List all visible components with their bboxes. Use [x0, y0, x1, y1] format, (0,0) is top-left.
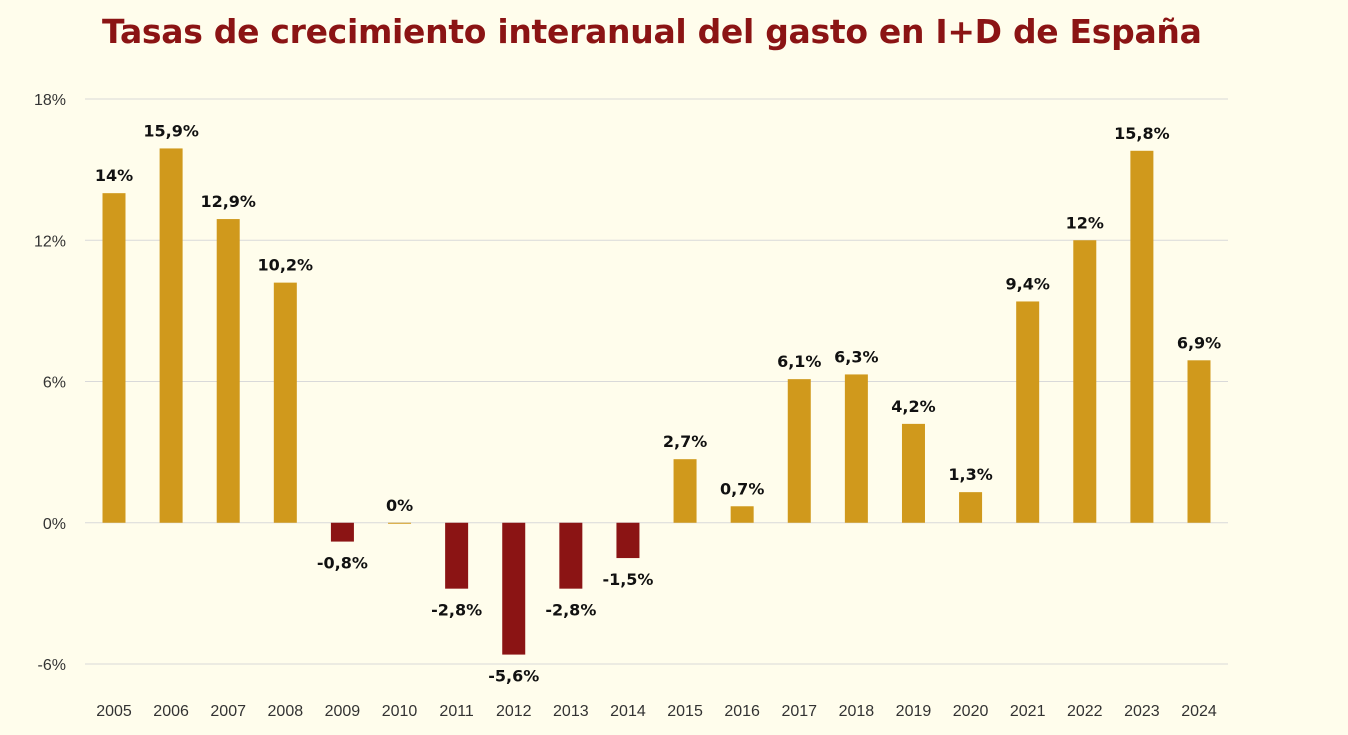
data-label-2024: 6,9% — [1177, 333, 1221, 352]
data-label-2008: 10,2% — [258, 256, 314, 275]
x-tick-label: 2013 — [553, 703, 589, 720]
bar-2016 — [730, 506, 754, 523]
data-label-2022: 12% — [1066, 213, 1104, 232]
data-label-2007: 12,9% — [200, 192, 256, 211]
x-tick-label: 2024 — [1181, 703, 1217, 720]
data-label-2016: 0,7% — [720, 479, 764, 498]
y-tick-label: -6% — [38, 657, 66, 674]
data-label-2018: 6,3% — [834, 347, 878, 366]
data-label-2006: 15,9% — [143, 121, 199, 140]
bar-2017 — [787, 379, 811, 523]
data-labels: 14% 15,9% 12,9% 10,2% -0,8% 0% -2,8% -5,6% -2,8%… — [95, 121, 1221, 685]
data-label-2009: -0,8% — [317, 554, 368, 573]
bar-2018 — [844, 374, 868, 523]
bar-2008 — [273, 282, 297, 523]
data-label-2015: 2,7% — [663, 432, 707, 451]
y-tick-label: 0% — [43, 516, 66, 533]
x-tick-label: 2014 — [610, 703, 646, 720]
y-tick-label: 12% — [34, 233, 66, 250]
bar-2009 — [330, 522, 354, 542]
x-tick-label: 2019 — [896, 703, 932, 720]
bar-2012 — [502, 522, 526, 655]
x-tick-label: 2015 — [667, 703, 703, 720]
y-tick-label: 18% — [34, 92, 66, 109]
chart-title: Tasas de crecimiento interanual del gast… — [102, 12, 1202, 51]
data-label-2011: -2,8% — [431, 601, 482, 620]
x-tick-label: 2016 — [724, 703, 760, 720]
bar-2022 — [1073, 240, 1097, 523]
x-tick-label: 2005 — [96, 703, 132, 720]
x-tick-label: 2021 — [1010, 703, 1046, 720]
data-label-2019: 4,2% — [891, 397, 935, 416]
x-tick-label: 2009 — [325, 703, 361, 720]
bar-2013 — [559, 522, 583, 589]
bar-2023 — [1130, 150, 1154, 523]
data-label-2020: 1,3% — [948, 465, 992, 484]
y-tick-label: 6% — [43, 375, 66, 392]
bar-2011 — [445, 522, 469, 589]
x-axis-ticks: 2005 2006 2007 2008 2009 2010 2011 2012 2013 2014… — [96, 703, 1217, 720]
bar-2010 — [388, 522, 412, 524]
x-tick-label: 2017 — [781, 703, 817, 720]
bar-2015 — [673, 459, 697, 523]
bar-2005 — [102, 193, 126, 523]
bars — [102, 148, 1211, 655]
data-label-2021: 9,4% — [1005, 274, 1049, 293]
x-tick-label: 2022 — [1067, 703, 1103, 720]
data-label-2005: 14% — [95, 166, 133, 185]
x-tick-label: 2007 — [210, 703, 246, 720]
bar-2014 — [616, 522, 640, 559]
y-axis-ticks: -6% 0% 6% 12% 18% — [34, 92, 66, 674]
x-tick-label: 2010 — [382, 703, 418, 720]
data-label-2014: -1,5% — [602, 570, 653, 589]
bar-2019 — [901, 423, 925, 523]
bar-2024 — [1187, 360, 1211, 523]
data-label-2013: -2,8% — [545, 601, 596, 620]
data-label-2012: -5,6% — [488, 667, 539, 686]
data-label-2023: 15,8% — [1114, 124, 1170, 143]
bar-2007 — [216, 219, 240, 523]
gridlines — [85, 98, 1228, 665]
x-tick-label: 2018 — [839, 703, 875, 720]
data-label-2017: 6,1% — [777, 352, 821, 371]
x-tick-label: 2023 — [1124, 703, 1160, 720]
x-tick-label: 2011 — [439, 703, 474, 720]
bar-2020 — [959, 492, 983, 523]
bar-2021 — [1016, 301, 1040, 523]
x-tick-label: 2006 — [153, 703, 189, 720]
x-tick-label: 2012 — [496, 703, 532, 720]
x-tick-label: 2020 — [953, 703, 989, 720]
bar-2006 — [159, 148, 183, 523]
data-label-2010: 0% — [386, 496, 413, 515]
x-tick-label: 2008 — [268, 703, 304, 720]
